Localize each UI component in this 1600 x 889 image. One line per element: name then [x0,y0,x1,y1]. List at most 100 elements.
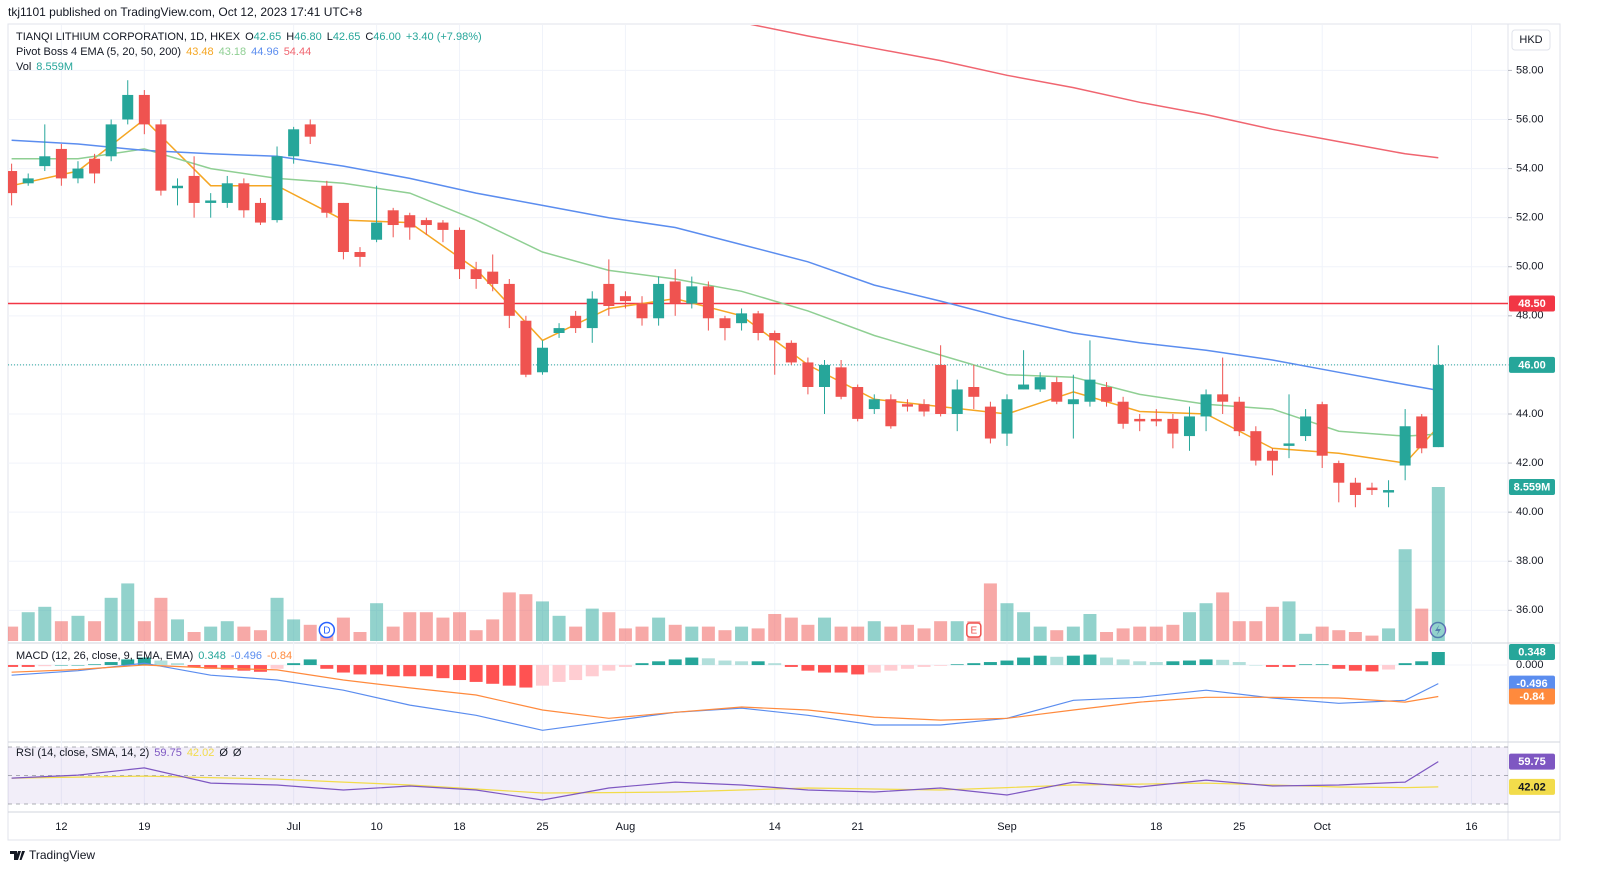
histogram-bar [1232,662,1246,666]
candle-body [1383,490,1395,493]
y-tick-label: 52.00 [1516,212,1544,224]
candle-body [89,158,101,174]
candle-body [1018,384,1030,390]
volume-bar [303,624,317,641]
histogram-bar [1315,664,1329,666]
volume-bar [1000,603,1014,641]
legend-row: TIANQI LITHIUM CORPORATION, 1D, HKEX O42.… [16,31,482,43]
rsi-sma-line [11,775,1439,794]
volume-bar [154,597,168,641]
candle-body [354,252,366,257]
candle-body [719,318,731,329]
legend-item: 54.44 [284,46,312,58]
volume-bar [54,621,68,641]
candle-body [603,283,615,307]
volume-bar [618,628,632,641]
axis-tag [1509,778,1555,795]
volume-bar [834,626,848,641]
histogram-bar [419,665,433,677]
candle-body [935,364,947,414]
y-tick-label: 38.00 [1516,555,1544,567]
histogram-bar [21,665,35,667]
histogram-bar [54,665,68,666]
volume-bar [1249,621,1263,641]
legend-item: +3.40 (+7.98%) [406,31,482,43]
currency-button[interactable] [1511,29,1551,51]
candle-body [155,124,167,191]
candle-body [221,183,233,203]
volume-bar [1216,592,1230,641]
candles [8,80,1444,508]
axis-tag-label: 0.348 [1518,646,1546,658]
volume-bar [934,621,948,641]
histogram-bar [818,665,832,673]
legend-item: 46.80 [294,31,322,43]
histogram-bar [1182,660,1196,666]
legend-item: 42.02 [187,747,215,759]
volume-bar [121,583,135,641]
histogram-bar [652,661,666,666]
candle-body [1183,416,1195,437]
volume-bar [1066,626,1080,641]
volume-bar [1299,633,1313,641]
ema-line [11,139,1439,392]
volume-bar [851,626,865,641]
histogram-bar [535,665,549,686]
y-tick-label: 36.00 [1516,604,1544,616]
volume-bar [1232,621,1246,641]
volume-bar [1133,626,1147,641]
currency-label[interactable]: HKD [1519,34,1542,46]
volume-bar [1083,614,1097,641]
legend-item: 43.18 [219,46,247,58]
histogram-bar [1332,665,1346,669]
legend-item: -0.84 [267,650,292,662]
histogram-bar [967,663,981,666]
histogram-bar [220,665,234,670]
y-tick-label: 0.000 [1516,659,1544,671]
volume-bar [1199,603,1213,641]
axis-tag [1509,479,1555,495]
x-tick-label: 18 [453,821,465,833]
histogram-bar [502,665,516,686]
histogram-bar [1100,657,1114,666]
histogram-bar [1000,660,1014,666]
histogram-bar [900,665,914,669]
candle-body [138,94,150,125]
legend-item: O [245,31,254,43]
candle-body [437,222,449,230]
volume-bar [884,626,898,641]
histogram-bar [187,665,201,667]
candle-body [39,156,51,167]
candle-body [188,175,200,203]
y-tick-label: 42.00 [1516,457,1544,469]
x-tick-label: Jul [287,821,301,833]
candle-body [105,124,117,157]
logo-mark [10,851,25,860]
volume-bar [867,621,881,641]
histogram-bar [834,665,848,673]
candle-body [1001,399,1013,434]
volume-bar [1017,612,1031,641]
histogram-bar [287,663,301,666]
volume-bar [88,621,102,641]
histogram-bar [602,665,616,671]
axis-tag [1509,675,1555,692]
volume-bar [21,612,35,641]
candle-body [1366,487,1378,491]
candle-body [238,183,250,211]
y-tick-label: 40.00 [1516,506,1544,518]
candle-body [802,362,814,387]
axis-tag-label: 46.00 [1518,359,1546,371]
volume-bar [1415,608,1429,641]
logo-text: TradingView [29,848,95,862]
histogram-bar [204,665,218,669]
histogram-bar [934,665,948,666]
histogram-bar [353,665,367,675]
x-tick-label: Aug [616,821,636,833]
axis-tag-label: 48.50 [1518,298,1546,310]
candle-body [1399,426,1411,466]
published-note: tkj1101 published on TradingView.com, Oc… [8,5,362,19]
x-tick-label: 25 [1233,821,1245,833]
volume-bar [403,612,417,641]
